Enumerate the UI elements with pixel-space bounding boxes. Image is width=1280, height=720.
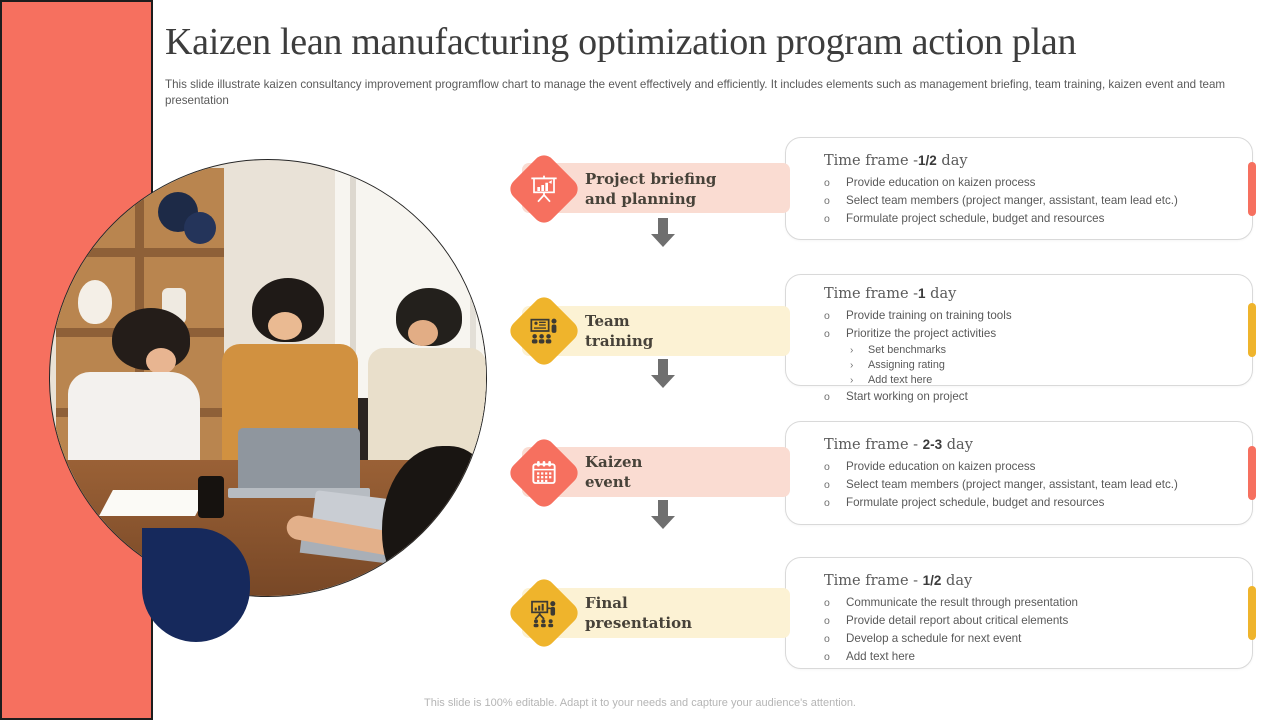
person-left-face <box>146 348 176 374</box>
bullet-item: o Provide education on kaizen process <box>824 176 1036 189</box>
bullet-item: o Select team members (project manger, as… <box>824 194 1178 207</box>
step-label: Final presentation <box>585 594 693 632</box>
timeframe-card: Time frame - 1/2 day o Communicate the re… <box>785 557 1256 669</box>
paper <box>99 490 209 516</box>
team-training-icon <box>527 314 561 348</box>
bullet-item: o Formulate project schedule, budget and … <box>824 496 1105 509</box>
bullet-item: o Start working on project <box>824 390 968 403</box>
final-presentation-icon <box>527 596 561 630</box>
step-diamond <box>505 292 583 370</box>
vase <box>78 280 112 324</box>
plant <box>80 204 106 234</box>
timeframe-heading: Time frame -1 day <box>824 286 957 302</box>
navy-drop-shape <box>142 528 250 642</box>
timeframe-heading: Time frame - 2-3 day <box>824 437 973 453</box>
calendar-icon <box>527 456 561 490</box>
down-arrow-icon <box>651 359 675 388</box>
bullet-item: o Communicate the result through presenta… <box>824 596 1079 609</box>
sub-bullet-item: › Set benchmarks <box>850 344 947 356</box>
page-title: Kaizen lean manufacturing optimization p… <box>165 21 1077 63</box>
bullet-list: o Provide education on kaizen process o Sel… <box>824 458 1222 512</box>
down-arrow-icon <box>651 500 675 529</box>
bullet-list: o Provide education on kaizen process o Sel… <box>824 174 1222 228</box>
accent-bar <box>1248 446 1256 500</box>
bullet-item: o Prioritize the project activities <box>824 327 997 340</box>
timeframe-card: Time frame -1/2 day o Provide education o… <box>785 137 1256 240</box>
person-foreground <box>382 446 486 596</box>
footer-note: This slide is 100% editable. Adapt it to… <box>424 697 856 709</box>
bullet-item: o Develop a schedule for next event <box>824 632 1022 645</box>
step-label: Team training <box>585 312 654 350</box>
page-subtitle: This slide illustrate kaizen consultancy… <box>165 78 1226 107</box>
accent-bar <box>1248 303 1256 357</box>
bullet-item: o Provide training on training tools <box>824 309 1012 322</box>
step-label: Project briefing and planning <box>585 170 717 208</box>
sub-bullet-item: › Add text here <box>850 374 933 386</box>
timeframe-heading: Time frame - 1/2 day <box>824 573 973 589</box>
bullet-item: o Add text here <box>824 650 915 663</box>
laptop <box>238 428 360 490</box>
accent-bar <box>1248 586 1256 640</box>
coffee-cup <box>198 476 224 518</box>
bullet-item: o Provide detail report about critical el… <box>824 614 1069 627</box>
step-label: Kaizen event <box>585 453 643 491</box>
bullet-list: o Communicate the result through presenta… <box>824 594 1222 666</box>
window-frame <box>470 160 476 490</box>
yarn <box>184 212 216 244</box>
accent-bar <box>1248 161 1256 216</box>
timeframe-card: Time frame - 2-3 day o Provide education … <box>785 421 1256 525</box>
window-frame <box>350 160 356 490</box>
timeframe-heading: Time frame -1/2 day <box>824 153 968 169</box>
timeframe-card: Time frame -1 day o Provide training on t… <box>785 274 1256 403</box>
down-arrow-icon <box>651 218 675 247</box>
person-right-face <box>408 320 438 346</box>
step-diamond <box>505 434 583 512</box>
bullet-list: o Provide training on training tools o Prio… <box>824 307 1222 406</box>
bullet-item: o Formulate project schedule, budget and … <box>824 212 1105 225</box>
bullet-item: o Provide education on kaizen process <box>824 460 1036 473</box>
sub-bullet-item: › Assigning rating <box>850 359 945 371</box>
bullet-item: o Select team members (project manger, as… <box>824 478 1178 491</box>
step-diamond <box>505 150 583 228</box>
team-photo <box>49 159 487 597</box>
person-center-face <box>268 312 302 340</box>
step-diamond <box>505 574 583 652</box>
presentation-chart-icon <box>527 172 561 206</box>
